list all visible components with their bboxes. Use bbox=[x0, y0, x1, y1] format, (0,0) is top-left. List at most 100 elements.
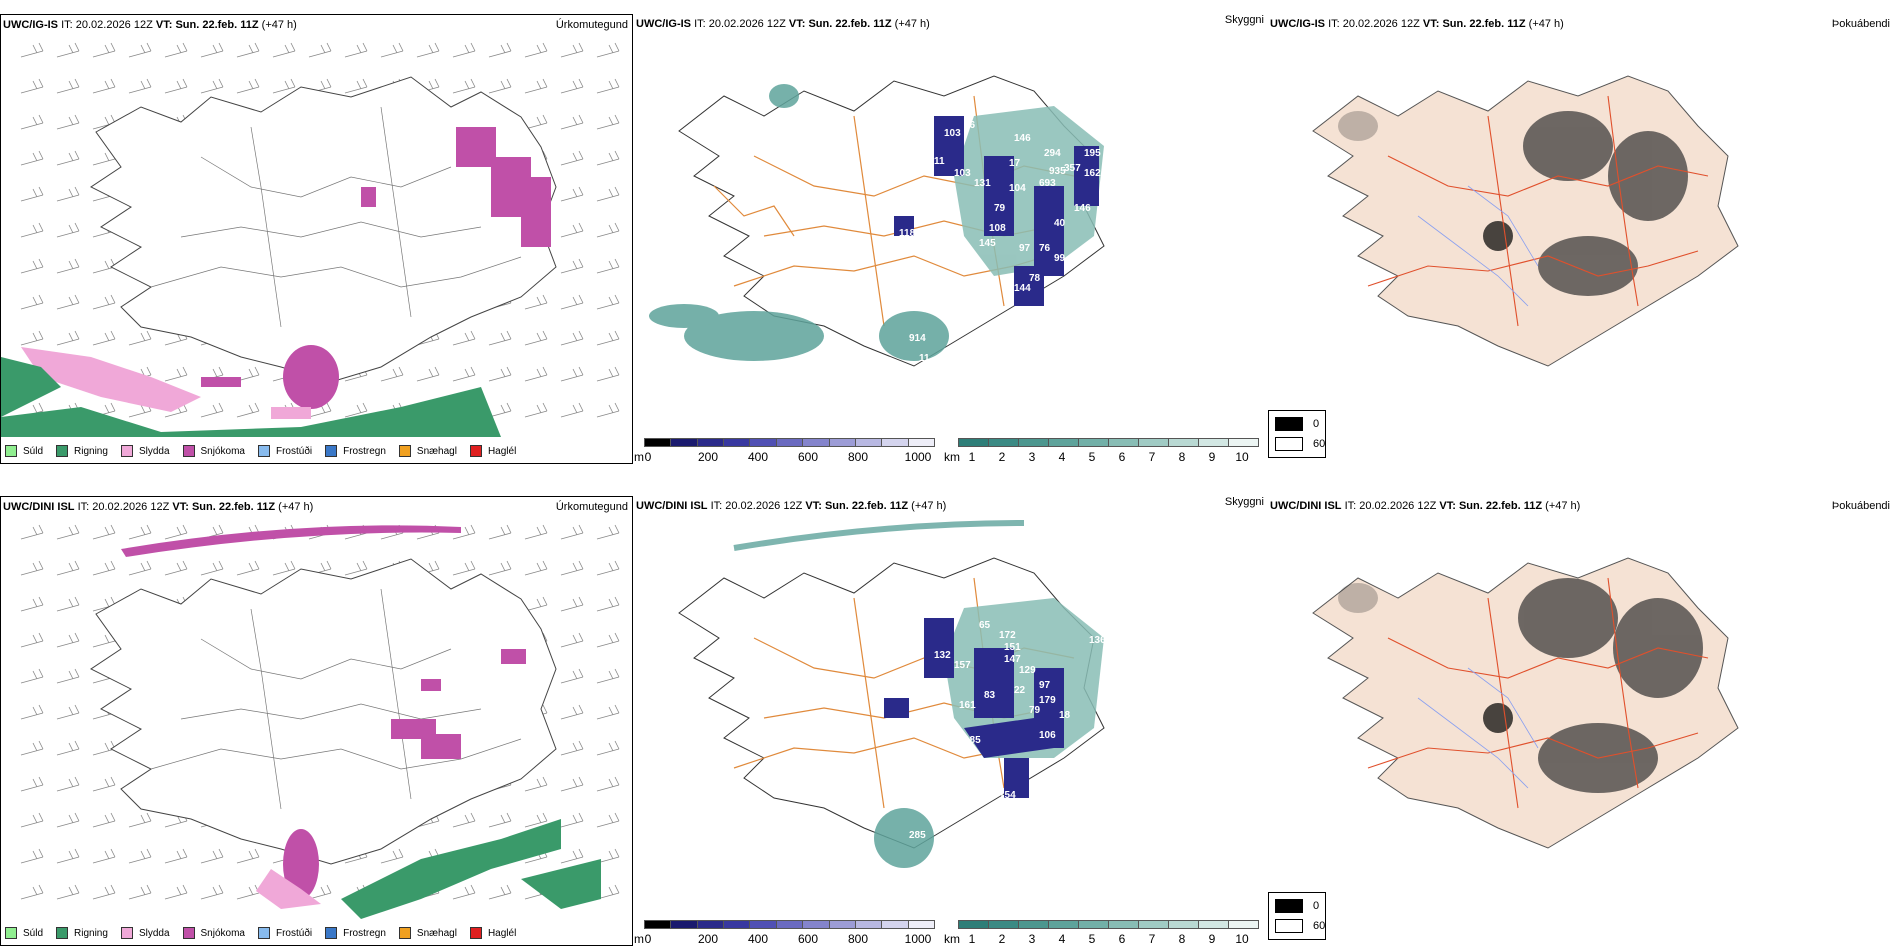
wind-barb bbox=[596, 258, 620, 274]
key-row: 0 bbox=[1275, 417, 1319, 431]
cloudbase-colorbar: m 0 200 400 600 800 1000 bbox=[634, 920, 935, 946]
visibility-colorbar: km 1 2 3 4 5 6 7 8 9 10 bbox=[944, 438, 1259, 464]
visibility-label: 99 bbox=[1054, 253, 1066, 264]
wind-barb bbox=[488, 884, 512, 900]
wind-barb bbox=[56, 330, 80, 346]
colorbar-segment bbox=[1108, 438, 1139, 447]
colorbar-segment bbox=[1048, 920, 1079, 929]
wind-barb bbox=[92, 42, 116, 58]
wind-barb bbox=[164, 884, 188, 900]
wind-barb bbox=[236, 884, 260, 900]
wind-barb bbox=[128, 884, 152, 900]
wind-barb bbox=[344, 78, 368, 94]
colorbar-segment bbox=[1078, 438, 1109, 447]
precip-type-panel-bottom: UWC/DINI ISL IT: 20.02.2026 12Z VT: Sun.… bbox=[0, 496, 633, 946]
wind-barb bbox=[56, 186, 80, 202]
legend-item: Frostúði bbox=[257, 927, 312, 939]
colorbar-segment bbox=[1108, 920, 1139, 929]
wind-barb bbox=[380, 42, 404, 58]
wind-barb bbox=[20, 42, 44, 58]
visibility-label: 44 bbox=[1004, 313, 1016, 324]
legend-swatch bbox=[56, 445, 69, 457]
wind-barb bbox=[560, 78, 584, 94]
legend-item: Slydda bbox=[120, 927, 170, 939]
colorbar-segment bbox=[881, 920, 909, 929]
sleet-areas bbox=[21, 347, 311, 419]
colorbar-segment bbox=[1018, 438, 1049, 447]
tick-label: 3 bbox=[1028, 932, 1036, 946]
tick-label: 1 bbox=[968, 932, 976, 946]
wind-barb bbox=[56, 740, 80, 756]
rain-areas bbox=[341, 819, 601, 919]
tick-label: 600 bbox=[797, 932, 819, 946]
visibility-label: 17 bbox=[1009, 158, 1021, 169]
fog-key-top: 0 60 bbox=[1268, 410, 1326, 458]
visibility-label: 131 bbox=[974, 178, 991, 189]
legend-swatch bbox=[182, 445, 195, 457]
wind-barb bbox=[596, 114, 620, 130]
wind-barb bbox=[128, 330, 152, 346]
colorbar-segment bbox=[854, 920, 883, 929]
visibility-label: 78 bbox=[1029, 273, 1041, 284]
visibility-label: 65 bbox=[979, 620, 991, 631]
wind-barb bbox=[596, 668, 620, 684]
wind-barb bbox=[596, 330, 620, 346]
wind-barb bbox=[92, 330, 116, 346]
wind-barb bbox=[56, 78, 80, 94]
legend-item: Snjókoma bbox=[182, 445, 245, 457]
wind-barb bbox=[596, 150, 620, 166]
wind-barb bbox=[92, 524, 116, 540]
panel-title: Úrkomutegund bbox=[555, 19, 628, 31]
wind-barb bbox=[56, 222, 80, 238]
wind-barb bbox=[56, 114, 80, 130]
visibility-label: 93 bbox=[909, 208, 921, 219]
wind-barb bbox=[20, 812, 44, 828]
wind-barb bbox=[164, 848, 188, 864]
visibility-colorbar: km 1 2 3 4 5 6 7 8 9 10 bbox=[944, 920, 1259, 946]
panel-header: UWC/DINI ISL IT: 20.02.2026 12Z VT: Sun.… bbox=[3, 501, 314, 513]
wind-barb bbox=[452, 366, 476, 382]
colorbar-segment bbox=[749, 438, 777, 447]
legend-item: Rigning bbox=[56, 445, 108, 457]
wind-barb bbox=[560, 596, 584, 612]
tick-label: 800 bbox=[847, 932, 869, 946]
colorbar-segment bbox=[1168, 438, 1199, 447]
wind-barb bbox=[20, 776, 44, 792]
cloudbase-colorbar: m 0 200 400 600 800 1000 bbox=[634, 438, 935, 464]
wind-barb bbox=[344, 42, 368, 58]
legend-swatch bbox=[325, 927, 338, 939]
wind-barb bbox=[560, 366, 584, 382]
wind-barb bbox=[20, 114, 44, 130]
snow-areas bbox=[201, 127, 551, 409]
wind-barb bbox=[56, 42, 80, 58]
wind-barb bbox=[524, 596, 548, 612]
wind-barb bbox=[20, 560, 44, 576]
visibility-label: 97 bbox=[1039, 680, 1051, 691]
wind-barb bbox=[488, 330, 512, 346]
visibility-label: 104 bbox=[1009, 183, 1026, 194]
tick-label: 0 bbox=[644, 932, 652, 946]
colorbar-segment bbox=[1078, 920, 1109, 929]
visibility-label: 139 bbox=[979, 760, 996, 771]
wind-barb bbox=[272, 42, 296, 58]
tick-label: 3 bbox=[1028, 450, 1036, 464]
colorbar-segment bbox=[802, 920, 830, 929]
legend-item: Frostregn bbox=[325, 445, 386, 457]
visibility-label: 83 bbox=[984, 690, 996, 701]
legend-swatch bbox=[469, 927, 482, 939]
precip-type-map bbox=[1, 42, 620, 437]
colorbar-segment bbox=[1168, 920, 1199, 929]
wind-barb bbox=[20, 632, 44, 648]
wind-barb bbox=[236, 42, 260, 58]
legend-item: Snæhagl bbox=[398, 927, 457, 939]
wind-barb bbox=[344, 402, 368, 418]
tick-label: 0 bbox=[644, 450, 652, 464]
wind-barb bbox=[560, 258, 584, 274]
wind-barb bbox=[488, 402, 512, 418]
wind-barb bbox=[524, 402, 548, 418]
wind-barb bbox=[164, 560, 188, 576]
wind-barb bbox=[20, 78, 44, 94]
iceland-outline bbox=[90, 558, 557, 865]
visibility-label: 76 bbox=[1039, 243, 1051, 254]
wind-barb bbox=[560, 114, 584, 130]
